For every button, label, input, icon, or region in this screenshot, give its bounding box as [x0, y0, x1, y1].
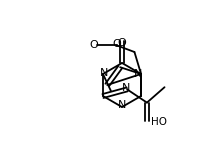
- Text: N: N: [100, 68, 108, 78]
- Text: N: N: [122, 83, 130, 93]
- Text: HO: HO: [151, 117, 167, 127]
- Text: O: O: [90, 40, 98, 50]
- Text: O: O: [112, 39, 121, 49]
- Text: O: O: [118, 38, 126, 48]
- Text: N: N: [134, 69, 142, 79]
- Text: N: N: [118, 100, 126, 110]
